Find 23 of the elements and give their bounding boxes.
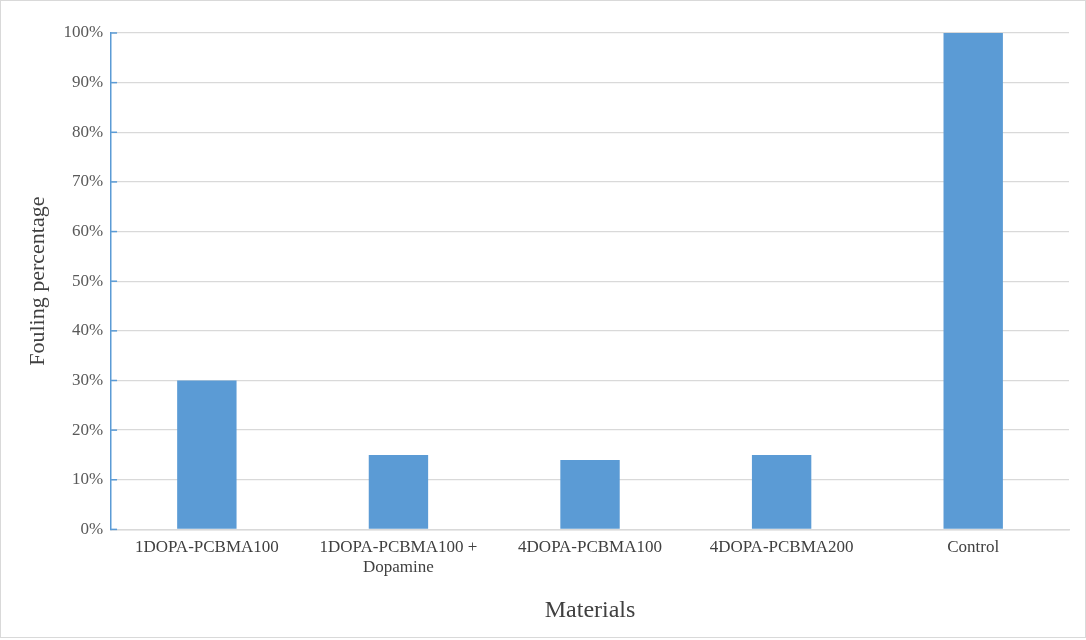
y-axis-title: Fouling percentage (23, 196, 49, 366)
x-axis-title: Materials (544, 595, 636, 622)
y-tick-label: 70% (71, 171, 104, 191)
y-tick-label: 0% (80, 518, 104, 538)
x-tick-label: 1DOPA-PCBMA100 (134, 537, 279, 557)
x-tick-label: Control (947, 537, 1000, 557)
x-tick-label: 4DOPA-PCBMA200 (709, 537, 854, 557)
x-tick-label: 1DOPA-PCBMA100 + Dopamine (319, 537, 478, 577)
y-tick-label: 30% (71, 369, 104, 389)
y-tick-label: 10% (71, 469, 104, 489)
y-tick-label: 100% (63, 22, 104, 42)
y-tick-label: 50% (71, 270, 104, 290)
bar (560, 459, 620, 529)
bar (751, 454, 812, 529)
bar (368, 454, 429, 529)
bar (943, 33, 1003, 529)
bar (177, 380, 237, 529)
y-tick-label: 90% (71, 72, 104, 92)
x-tick-label: 4DOPA-PCBMA100 (518, 537, 662, 557)
y-tick-label: 60% (71, 221, 104, 241)
y-tick-label: 40% (71, 320, 104, 340)
y-tick-label: 20% (71, 419, 104, 439)
y-tick-label: 80% (71, 121, 104, 141)
